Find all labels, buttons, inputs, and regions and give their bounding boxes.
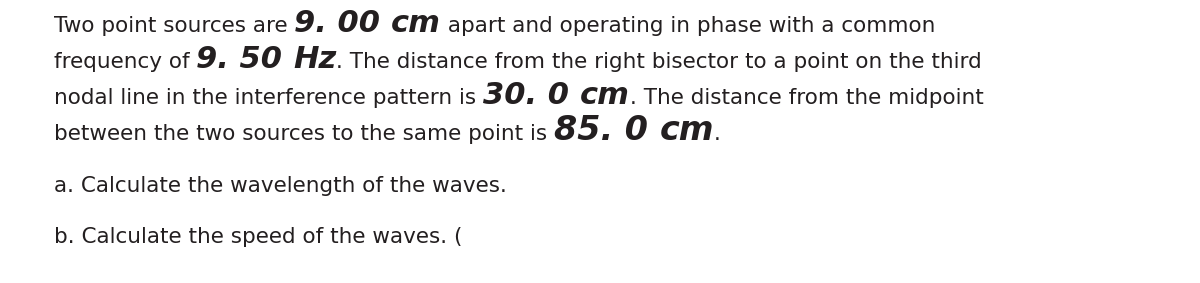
Text: 85. 0: 85. 0 [554, 114, 660, 147]
Text: . The distance from the midpoint: . The distance from the midpoint [630, 88, 983, 108]
Text: cm: cm [580, 81, 630, 110]
Text: Two point sources are: Two point sources are [54, 16, 294, 36]
Text: apart and operating in phase with a common: apart and operating in phase with a comm… [442, 16, 935, 36]
Text: frequency of: frequency of [54, 52, 197, 72]
Text: 30. 0: 30. 0 [484, 81, 580, 110]
Text: between the two sources to the same point is: between the two sources to the same poin… [54, 124, 554, 144]
Text: .: . [714, 124, 721, 144]
Text: 9. 00: 9. 00 [294, 9, 391, 38]
Text: 9. 50: 9. 50 [197, 45, 293, 74]
Text: cm: cm [391, 9, 442, 38]
Text: cm: cm [660, 114, 714, 147]
Text: b. Calculate the speed of the waves. (: b. Calculate the speed of the waves. ( [54, 227, 462, 247]
Text: a. Calculate the wavelength of the waves.: a. Calculate the wavelength of the waves… [54, 176, 506, 196]
Text: . The distance from the right bisector to a point on the third: . The distance from the right bisector t… [336, 52, 982, 72]
Text: Hz: Hz [293, 45, 336, 74]
Text: nodal line in the interference pattern is: nodal line in the interference pattern i… [54, 88, 482, 108]
